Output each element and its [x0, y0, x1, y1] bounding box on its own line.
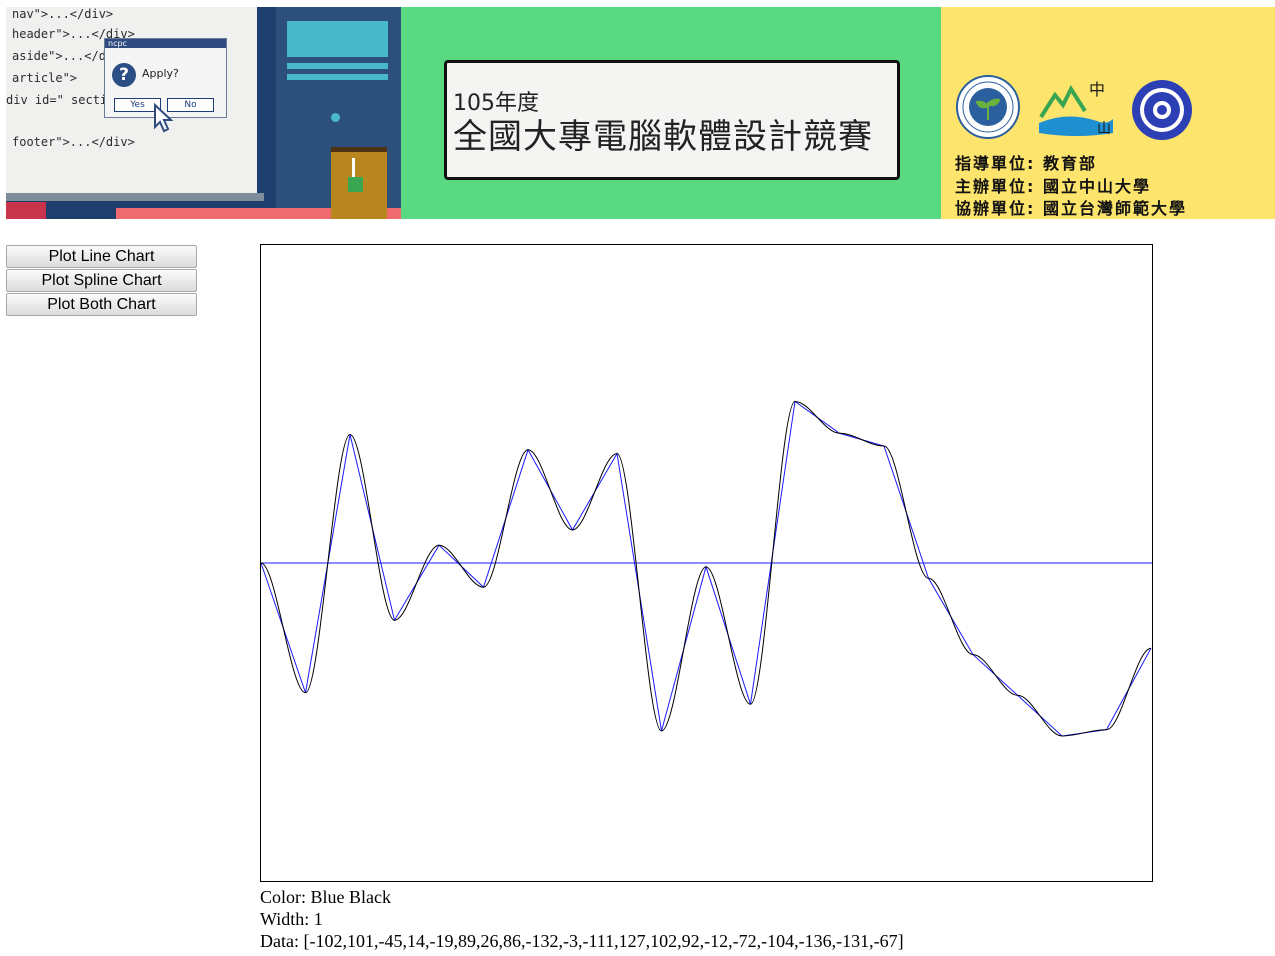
ntnu-logo	[1132, 80, 1192, 140]
dialog-no-button: No	[167, 98, 214, 112]
data-info: Data: [-102,101,-45,14,-19,89,26,86,-132…	[260, 931, 904, 951]
usb-cord	[352, 158, 355, 180]
plot-both-chart-button[interactable]: Plot Both Chart	[6, 293, 197, 316]
ministry-of-education-logo	[956, 75, 1020, 139]
monitor-illustration: nav">...</div> header">...</div> aside">…	[6, 7, 401, 219]
title-main: 全國大專電腦軟體設計競賽	[453, 117, 873, 157]
svg-text:山: 山	[1097, 121, 1111, 137]
banner: nav">...</div> header">...</div> aside">…	[6, 7, 1275, 219]
desk-decoration	[6, 202, 46, 219]
sponsor-guidance: 指導單位: 教育部	[955, 154, 1097, 173]
sponsor-organizer: 主辦單位: 國立中山大學	[955, 177, 1151, 196]
nsysu-logo: 中 山	[1039, 80, 1113, 137]
code-line: article">	[12, 71, 78, 85]
width-info: Width: 1	[260, 909, 323, 929]
code-line: aside">...</d	[12, 49, 106, 63]
usb-drive-icon	[331, 147, 387, 219]
desk-decoration	[116, 208, 401, 219]
dialog-illustration: ncpc ? Apply? Yes No	[104, 38, 227, 118]
dialog-title: ncpc	[105, 39, 226, 48]
plot-spline-chart-button[interactable]: Plot Spline Chart	[6, 269, 197, 292]
tower-slot	[287, 74, 388, 80]
code-line: footer">...</div>	[12, 135, 135, 149]
competition-title-box: 105年度 全國大專電腦軟體設計競賽	[444, 60, 900, 180]
color-info: Color: Blue Black	[260, 887, 391, 907]
chart-canvas	[260, 244, 1153, 882]
sponsor-co-organizer: 協辦單位: 國立台灣師範大學	[955, 199, 1187, 218]
plot-line-chart-button[interactable]: Plot Line Chart	[6, 245, 197, 268]
svg-text:中: 中	[1089, 80, 1105, 99]
spline-series	[261, 400, 1152, 737]
pointer-cursor-icon	[154, 103, 174, 133]
title-year: 105年度	[453, 91, 539, 116]
sponsor-panel: 中 山 指導單位: 教育部 主辦單位: 國立中山大學 協辦單位: 國立台灣師範大…	[941, 7, 1275, 219]
code-line: nav">...</div>	[12, 7, 114, 21]
code-line: div id=" sectio	[6, 93, 115, 107]
dialog-message: Apply?	[142, 67, 179, 80]
monitor-base	[6, 193, 264, 201]
usb-light	[348, 177, 363, 192]
dialog-yes-button: Yes	[114, 98, 161, 112]
tower-led	[331, 113, 340, 122]
line-series	[261, 400, 1152, 737]
chart-plot	[261, 400, 1152, 737]
question-icon: ?	[112, 63, 136, 87]
code-line: header">...</div>	[12, 27, 135, 41]
tower-drive	[287, 21, 388, 57]
tower-slot	[287, 63, 388, 69]
